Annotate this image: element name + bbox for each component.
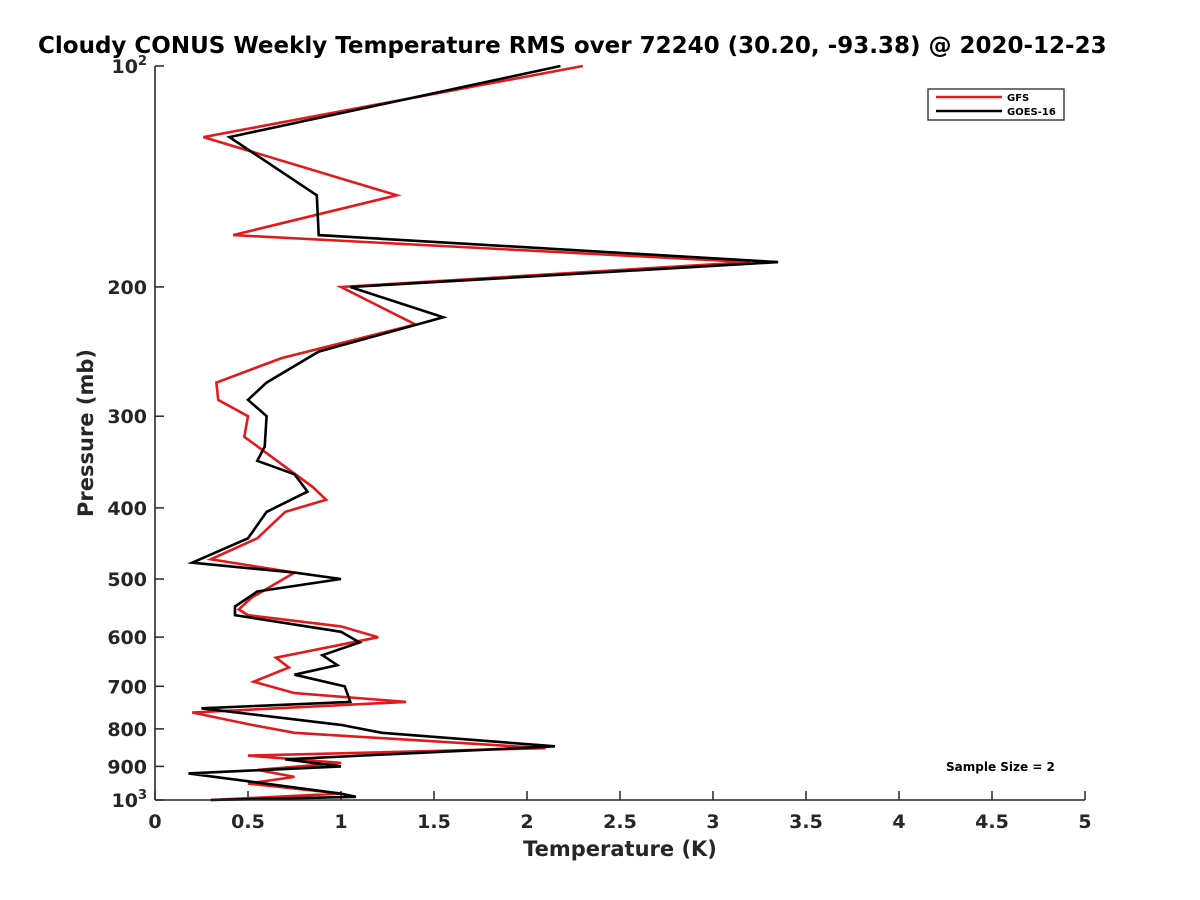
- series-line-gfs: [191, 64, 751, 802]
- x-tick-label: 4.5: [975, 811, 1009, 833]
- legend-box: [927, 88, 1065, 121]
- y-tick-label: 102: [112, 54, 148, 78]
- legend-label-goes16: GOES-16: [1007, 107, 1056, 118]
- y-tick-label: 400: [107, 498, 147, 520]
- y-tick-label: 103: [112, 788, 148, 812]
- chart-title: Cloudy CONUS Weekly Temperature RMS over…: [38, 33, 1107, 59]
- x-axis-label: Temperature (K): [523, 837, 717, 861]
- legend: GFS GOES-16: [927, 88, 1065, 121]
- x-tick-label: 3: [706, 811, 719, 833]
- y-tick-label: 300: [107, 406, 147, 428]
- x-tick-label: 0: [148, 811, 161, 833]
- legend-label-gfs: GFS: [1007, 93, 1029, 104]
- x-tick-label: 1.5: [417, 811, 451, 833]
- y-tick-label: 800: [107, 719, 147, 741]
- sample-size-annotation: Sample Size = 2: [946, 760, 1055, 774]
- plot-series: [187, 64, 779, 802]
- x-tick-label: 2: [520, 811, 533, 833]
- series-line-goes16: [187, 64, 779, 802]
- x-tick-label: 2.5: [603, 811, 637, 833]
- y-tick-label: 500: [107, 569, 147, 591]
- x-tick-label: 3.5: [789, 811, 823, 833]
- axis-ticks: 0 0.5 1 1.5 2 2.5 3 3.5 4 4.5 5 102 200 300 400 500 600 7…: [107, 54, 1091, 833]
- x-tick-label: 0.5: [231, 811, 265, 833]
- y-tick-label: 900: [107, 756, 147, 778]
- x-tick-label: 4: [892, 811, 905, 833]
- x-tick-label: 1: [334, 811, 347, 833]
- y-tick-label: 200: [107, 277, 147, 299]
- y-tick-label: 700: [107, 676, 147, 698]
- y-axis-label: Pressure (mb): [74, 349, 98, 517]
- x-tick-label: 5: [1078, 811, 1091, 833]
- y-tick-label: 600: [107, 627, 147, 649]
